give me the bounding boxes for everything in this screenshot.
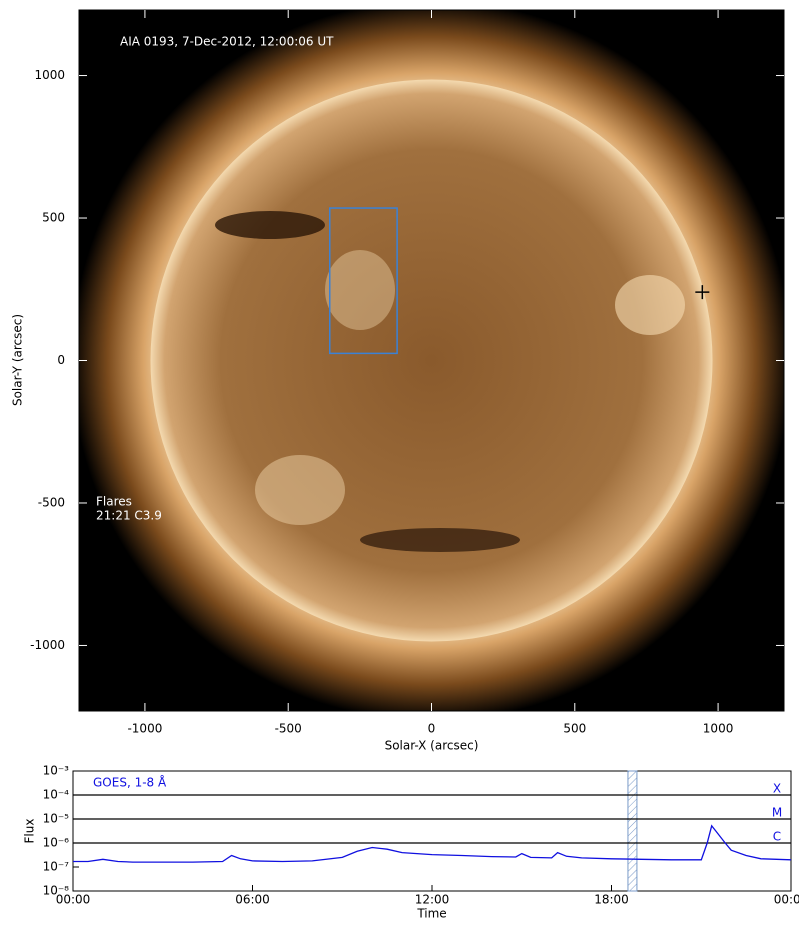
x-tick-label: 00:00 [56,893,91,907]
x-tick-label: 0 [428,722,436,736]
region-box [329,207,398,355]
x-tick-label: 12:00 [415,893,450,907]
y-tick-label: 0 [57,353,65,367]
sun-image [79,10,784,711]
active-region [325,250,395,330]
x-tick-label: 1000 [703,722,734,736]
y-tick-label: 10⁻⁷ [43,860,70,874]
y-tick-label: 10⁻⁸ [43,884,70,898]
x-tick-label: 00:00 [774,893,799,907]
image-title: AIA 0193, 7-Dec-2012, 12:00:06 UT [120,35,334,49]
x-axis-label: Time [416,907,446,921]
y-tick-label: -1000 [30,638,65,652]
coronal-hole [360,528,520,552]
solar-disk [150,79,713,642]
x-tick-label: 18:00 [594,893,629,907]
marker [695,285,710,300]
class-label: C [773,830,781,844]
y-tick-label: 10⁻⁵ [43,812,70,826]
y-tick-label: 10⁻³ [43,764,70,778]
x-tick-label: 06:00 [235,893,270,907]
active-region [255,455,345,525]
y-tick-label: 500 [42,211,65,225]
annotation: Flares [96,495,132,509]
x-tick-label: -1000 [127,722,162,736]
y-tick-label: 10⁻⁴ [43,788,70,802]
x-axis-label: Solar-X (arcsec) [385,739,479,753]
y-tick-label: -500 [38,495,65,509]
class-label: M [772,806,782,820]
legend-label: GOES, 1-8 Å [93,775,167,790]
y-axis-label: Solar-Y (arcsec) [11,314,25,406]
highlight-band [627,770,638,892]
class-label: X [773,782,781,796]
active-region [615,275,685,335]
y-axis-label: Flux [23,819,37,844]
coronal-hole [215,211,325,239]
plot-frame [72,770,792,892]
x-tick-label: -500 [275,722,302,736]
annotation: 21:21 C3.9 [96,509,162,523]
y-tick-label: 10⁻⁶ [43,836,70,850]
series-line [73,824,792,863]
x-tick-label: 500 [563,722,586,736]
y-tick-label: 1000 [34,68,65,82]
